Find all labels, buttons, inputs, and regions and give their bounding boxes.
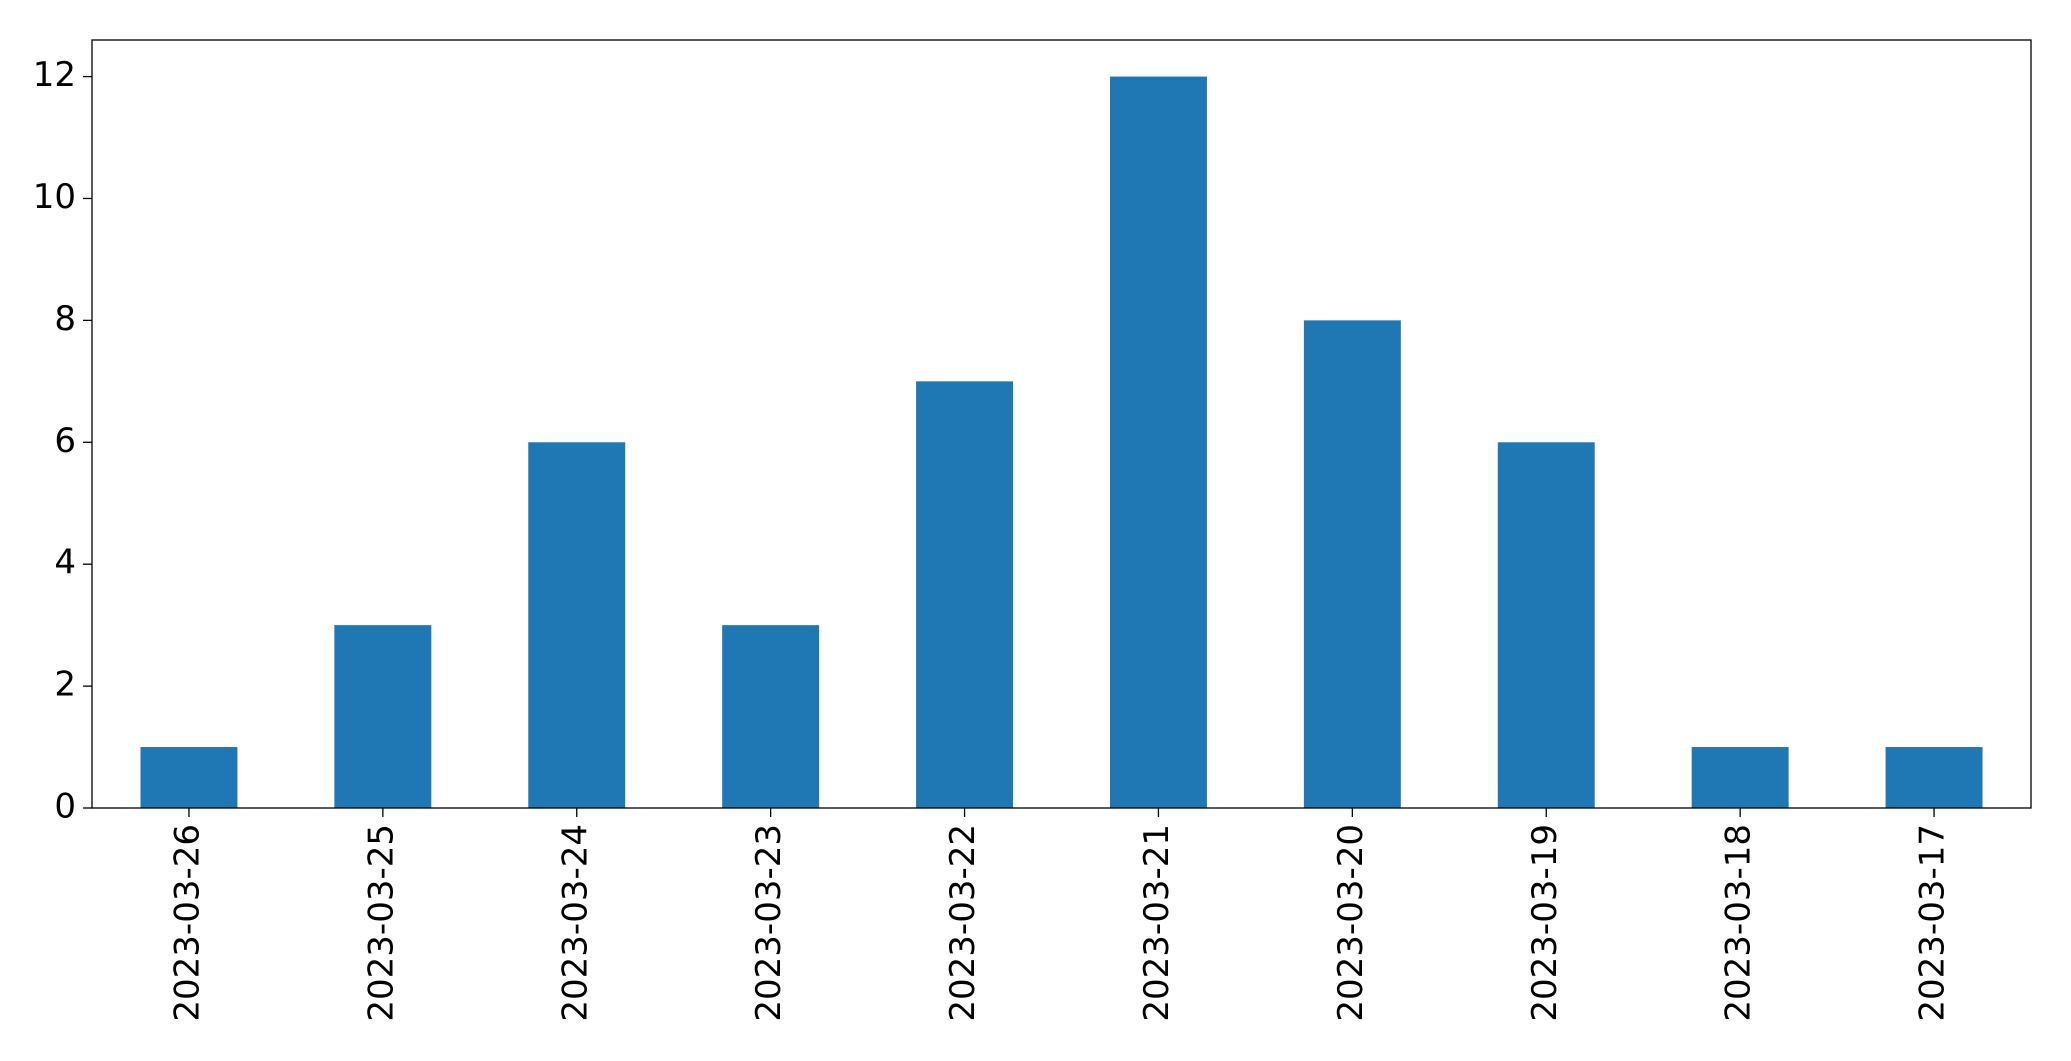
bar: [916, 381, 1014, 808]
y-tick-label: 12: [33, 55, 76, 95]
y-tick-label: 4: [54, 543, 76, 583]
y-tick-label: 2: [54, 665, 76, 705]
y-tick-label: 8: [54, 299, 76, 339]
x-tick-label: 2023-03-18: [1719, 824, 1759, 1022]
bar: [1497, 442, 1595, 808]
bar: [1885, 747, 1983, 808]
bar: [140, 747, 238, 808]
y-tick-label: 6: [54, 421, 76, 461]
x-tick-label: 2023-03-19: [1525, 824, 1565, 1022]
bar: [1109, 76, 1207, 809]
x-tick-label: 2023-03-21: [1137, 824, 1177, 1022]
bar: [528, 442, 626, 808]
x-tick-label: 2023-03-17: [1913, 824, 1953, 1022]
bar: [1691, 747, 1789, 808]
x-tick-label: 2023-03-22: [943, 824, 983, 1022]
y-tick-label: 0: [54, 787, 76, 827]
x-tick-label: 2023-03-26: [167, 824, 207, 1022]
bar: [334, 625, 432, 808]
x-tick-label: 2023-03-20: [1331, 824, 1371, 1022]
plot-frame: [91, 39, 2032, 809]
bar: [722, 625, 820, 808]
x-tick-label: 2023-03-23: [749, 824, 789, 1022]
x-tick-label: 2023-03-25: [361, 824, 401, 1022]
y-tick-label: 10: [33, 177, 76, 217]
bar: [1303, 320, 1401, 808]
x-tick-label: 2023-03-24: [555, 824, 595, 1022]
